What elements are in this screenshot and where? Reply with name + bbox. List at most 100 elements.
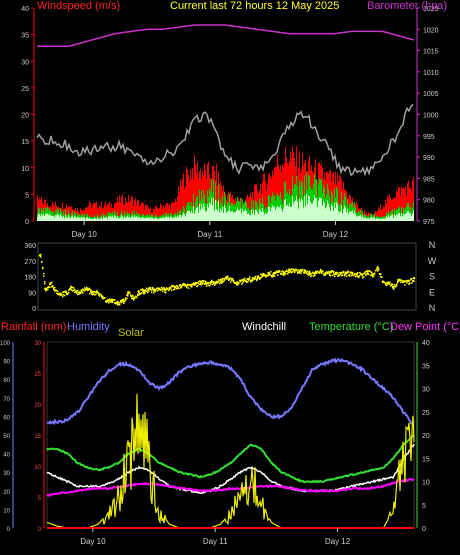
avg-wind-bars	[37, 171, 414, 221]
direction-point	[363, 276, 365, 278]
calm-bar	[134, 215, 135, 221]
calm-bar	[351, 211, 352, 221]
temperature-tick-label: 15	[422, 456, 430, 463]
calm-bar	[372, 218, 373, 221]
direction-point	[213, 280, 215, 283]
wind-bar	[54, 205, 55, 221]
rainfall-tick-label: 0	[38, 527, 42, 533]
calm-bar	[362, 215, 363, 221]
calm-bar	[209, 202, 210, 221]
calm-bar	[219, 212, 220, 221]
wind-bar	[93, 203, 94, 221]
wind-bar	[266, 189, 267, 221]
calm-bar	[120, 217, 121, 221]
solar-label: Solar	[118, 327, 144, 339]
direction-point	[45, 290, 47, 292]
wind-bar	[400, 196, 401, 221]
calm-bar	[108, 216, 109, 221]
calm-bar	[195, 210, 196, 221]
calm-bar	[315, 197, 316, 221]
direction-point	[294, 271, 296, 274]
humidity-line	[46, 357, 415, 427]
barometer-tick-label: 1020	[423, 27, 439, 34]
barometer-tick-label: 980	[423, 198, 435, 205]
direction-point	[126, 294, 128, 296]
calm-bar	[407, 210, 408, 221]
solar-line	[46, 393, 415, 529]
calm-bar	[72, 215, 73, 221]
direction-point	[42, 266, 44, 269]
direction-point	[350, 271, 353, 275]
direction-point	[269, 272, 271, 275]
direction-point	[143, 292, 145, 295]
calm-bar	[275, 209, 276, 221]
wind-bar	[134, 200, 135, 221]
direction-point	[96, 289, 98, 292]
wind-bar	[184, 188, 185, 221]
direction-point	[276, 270, 278, 272]
wind-bar	[123, 203, 124, 221]
direction-point	[319, 271, 321, 274]
direction-point	[221, 280, 223, 282]
direction-point	[375, 269, 377, 272]
calm-bar	[262, 208, 263, 221]
wind-bar	[64, 208, 65, 221]
direction-point	[73, 287, 75, 289]
calm-bar	[130, 218, 131, 221]
wind-bar	[96, 201, 97, 221]
direction-point	[235, 281, 237, 284]
calm-bar	[58, 214, 59, 221]
wind-bar	[265, 181, 266, 221]
calm-bar	[319, 197, 320, 221]
compass-label: W	[428, 256, 437, 266]
calm-bar	[328, 203, 329, 221]
calm-bar	[259, 208, 260, 221]
direction-point	[44, 282, 46, 285]
wind-bar	[150, 206, 151, 221]
wind-bar	[413, 177, 414, 221]
calm-bar	[232, 210, 233, 221]
calm-bar	[143, 217, 144, 221]
direction-point	[298, 271, 300, 273]
direction-point	[364, 271, 366, 274]
calm-bar	[127, 215, 128, 221]
wind-bar	[258, 193, 259, 221]
direction-point	[367, 273, 369, 275]
direction-point	[399, 279, 401, 282]
direction-point	[281, 273, 283, 275]
direction-point	[205, 280, 207, 283]
wind-bar	[281, 172, 282, 221]
direction-point	[166, 287, 168, 289]
calm-bar	[62, 217, 63, 221]
direction-point	[59, 292, 62, 296]
calm-bar	[402, 216, 403, 221]
calm-bar	[89, 217, 90, 221]
direction-point	[314, 274, 316, 277]
direction-point	[308, 272, 312, 276]
direction-point	[123, 302, 125, 305]
calm-bar	[137, 217, 138, 221]
calm-bar	[59, 216, 60, 221]
direction-point	[297, 271, 299, 273]
direction-tick-label: 90	[28, 290, 36, 297]
wind-bar	[133, 205, 134, 221]
direction-point	[119, 302, 121, 304]
direction-point	[146, 290, 148, 293]
direction-point	[116, 301, 118, 303]
calm-bar	[54, 217, 55, 221]
wind-bar	[52, 202, 53, 221]
direction-point	[249, 276, 251, 278]
wind-bar	[131, 196, 132, 221]
direction-point	[112, 301, 114, 304]
calm-bar	[375, 219, 376, 221]
direction-point	[349, 275, 351, 277]
direction-point	[93, 290, 95, 293]
direction-point	[66, 292, 68, 294]
direction-point	[210, 283, 212, 285]
direction-point	[295, 269, 297, 272]
direction-point	[51, 286, 53, 288]
calm-bar	[49, 213, 50, 221]
calm-bar	[411, 215, 412, 221]
direction-point	[193, 283, 195, 285]
